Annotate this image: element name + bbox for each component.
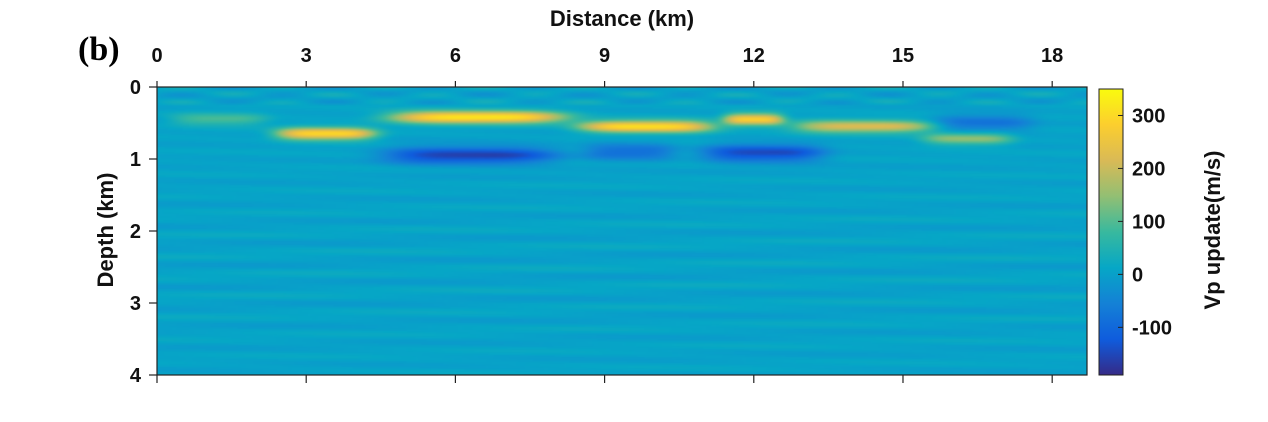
colorbar-tick-label: 200	[1132, 158, 1165, 180]
colorbar-tick-label: 300	[1132, 105, 1165, 127]
plot-area	[157, 87, 1087, 375]
x-axis: 0 3 6 9 12 15 18	[151, 45, 1063, 383]
y-tick-label: 3	[130, 293, 141, 315]
colorbar-tick-label: -100	[1132, 317, 1172, 339]
y-axis: 0 1 2 3 4	[130, 77, 157, 387]
x-tick-label: 6	[450, 45, 461, 67]
colorbar-tick-label: 0	[1132, 264, 1143, 286]
colorbar	[1098, 88, 1124, 376]
x-tick-label: 15	[892, 45, 914, 67]
y-tick-label: 2	[130, 221, 141, 243]
y-axis-title: Depth (km)	[93, 173, 118, 288]
x-tick-label: 18	[1041, 45, 1063, 67]
y-tick-label: 1	[130, 149, 141, 171]
velocity-update-image	[157, 87, 1087, 375]
x-axis-title: Distance (km)	[550, 6, 694, 31]
colorbar-title: Vp update(m/s)	[1200, 151, 1225, 310]
x-tick-label: 12	[743, 45, 765, 67]
x-tick-label: 0	[151, 45, 162, 67]
colorbar-tick-label: 100	[1132, 211, 1165, 233]
y-tick-label: 4	[130, 365, 142, 387]
x-tick-label: 3	[301, 45, 312, 67]
x-tick-label: 9	[599, 45, 610, 67]
panel-label: (b)	[78, 31, 120, 68]
colorbar-axis: 300 200 100 0 -100	[1118, 105, 1172, 339]
y-tick-label: 0	[130, 77, 141, 99]
